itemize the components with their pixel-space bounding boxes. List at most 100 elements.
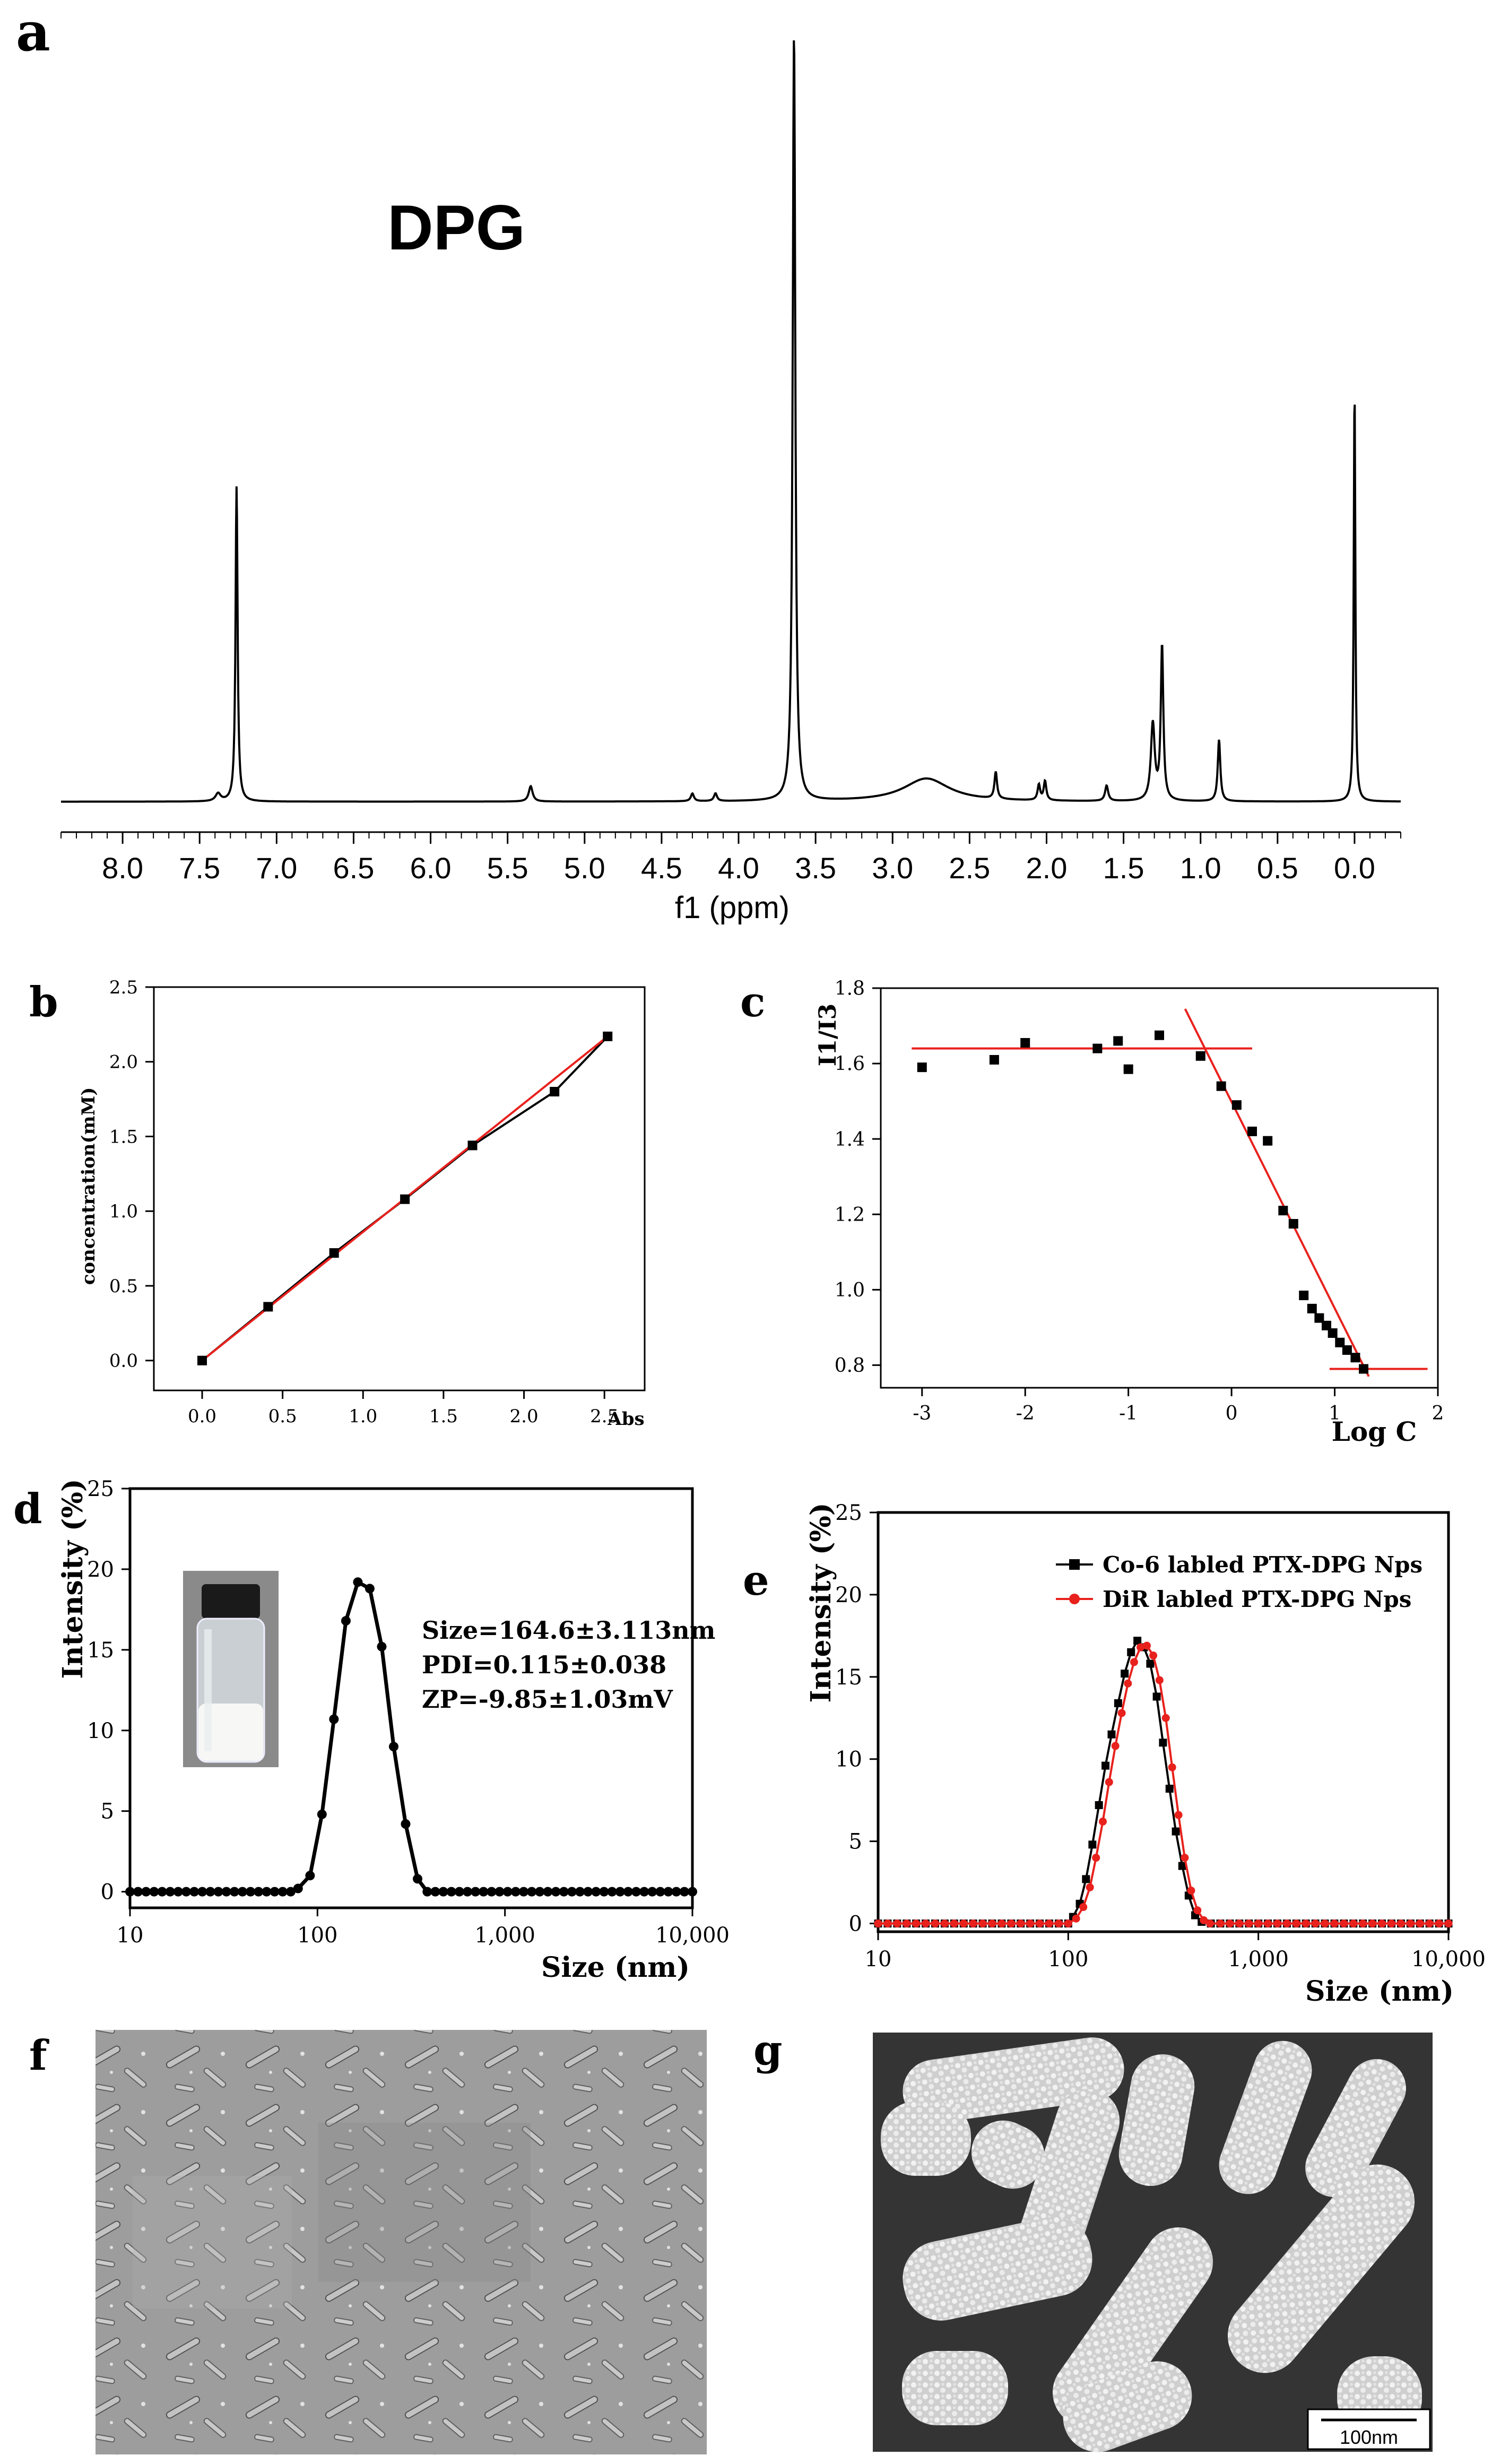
chart-c-data-point — [1247, 1126, 1257, 1136]
chart-e-y-tick-label: 25 — [835, 1501, 862, 1525]
chart-a-tick-label: 6.5 — [333, 851, 375, 885]
chart-e-data-point-2 — [903, 1920, 911, 1928]
chart-a-spectrum-line — [61, 40, 1401, 803]
chart-d-data-point — [141, 1887, 151, 1897]
chart-e-data-point-2 — [1245, 1920, 1253, 1928]
chart-a-nmr-spectrum: DPG 8.0 7.5 7.0 6.5 6.0 5.5 5.0 4.5 4.0 3.5 3.0 2.5 2… — [60, 40, 1401, 925]
chart-d-data-point — [317, 1809, 327, 1819]
chart-c-data-point — [1350, 1353, 1360, 1363]
vial-photo-inset — [183, 1571, 279, 1767]
chart-d-data-point — [479, 1887, 489, 1897]
chart-d-data-point — [591, 1887, 601, 1897]
chart-e-data-point-1 — [1095, 1801, 1103, 1809]
chart-d-data-point — [173, 1887, 183, 1897]
chart-b-y-tick-label: 0.5 — [109, 1276, 138, 1297]
chart-a-tick-label: 5.0 — [564, 851, 605, 885]
chart-e-data-point-2 — [950, 1920, 958, 1928]
chart-d-data-point — [341, 1616, 351, 1626]
chart-d-data-point — [388, 1742, 398, 1752]
chart-e-data-point-2 — [1216, 1920, 1225, 1928]
chart-a-title: DPG — [387, 192, 525, 263]
chart-e-data-point-2 — [1079, 1903, 1088, 1912]
chart-c-data-point — [1020, 1038, 1030, 1048]
chart-e-data-point-2 — [1206, 1920, 1215, 1928]
chart-e-y-tick-label: 0 — [849, 1912, 862, 1936]
chart-b-y-tick-label: 1.0 — [109, 1201, 138, 1222]
chart-d-data-point — [262, 1887, 272, 1897]
scale-bar-box — [1307, 2408, 1431, 2450]
chart-c-x-tick-label: 1 — [1329, 1403, 1341, 1424]
chart-d-y-tick-label: 25 — [87, 1477, 114, 1501]
chart-d-x-tick-label: 1,000 — [474, 1923, 535, 1948]
chart-c-data-point — [1328, 1328, 1338, 1338]
chart-c-data-point — [1299, 1290, 1309, 1300]
chart-d-data-point — [487, 1887, 497, 1897]
chart-e-data-point-2 — [1235, 1920, 1244, 1928]
chart-d-data-point — [401, 1819, 411, 1829]
chart-d-data-point — [205, 1887, 215, 1897]
chart-e-data-point-1 — [1107, 1730, 1116, 1739]
chart-a-tick-label: 2.5 — [949, 851, 990, 885]
chart-e-data-point-2 — [1387, 1920, 1395, 1928]
chart-d-data-point — [510, 1887, 521, 1897]
chart-c-data-point — [1288, 1218, 1298, 1229]
chart-e-data-point-2 — [1161, 1714, 1170, 1722]
chart-d-data-point — [551, 1887, 561, 1897]
chart-e-data-point-2 — [1142, 1641, 1151, 1650]
chart-c-data-point — [1314, 1313, 1324, 1323]
chart-d-data-point — [221, 1887, 231, 1897]
chart-e-data-point-2 — [1124, 1679, 1132, 1688]
chart-d-data-point — [197, 1887, 207, 1897]
chart-e-data-point-2 — [1359, 1920, 1367, 1928]
chart-e-legend-label: Co-6 labled PTX-DPG Nps — [1103, 1552, 1422, 1578]
chart-e-data-point-2 — [1321, 1920, 1329, 1928]
chart-e-data-point-2 — [874, 1920, 882, 1928]
tem-image: 100nm — [873, 2033, 1433, 2452]
chart-e-data-point-2 — [883, 1920, 892, 1928]
chart-c-y-tick-label: 1.4 — [835, 1129, 865, 1151]
chart-e-x-tick-label: 10,000 — [1411, 1947, 1486, 1972]
chart-c-data-point — [1155, 1030, 1164, 1040]
chart-a-tick-label: 1.0 — [1180, 851, 1221, 885]
chart-d-data-point — [133, 1887, 143, 1897]
chart-e-data-point-2 — [1105, 1778, 1113, 1786]
chart-d-data-point — [607, 1887, 617, 1897]
chart-e-data-point-2 — [893, 1920, 901, 1928]
chart-c-data-point — [1216, 1081, 1226, 1091]
chart-c-y-tick-label: 1.6 — [835, 1053, 865, 1075]
chart-b-y-tick-label: 1.5 — [109, 1126, 138, 1147]
chart-d-data-point — [377, 1641, 387, 1652]
chart-c-data-point — [1113, 1036, 1123, 1046]
chart-d-annotation: Size=164.6±3.113nm — [422, 1616, 715, 1645]
chart-d-data-point — [157, 1887, 167, 1897]
chart-e-data-point-2 — [1264, 1920, 1272, 1928]
chart-b-x-tick-label: 0.5 — [268, 1406, 297, 1427]
chart-d-data-point — [615, 1887, 625, 1897]
chart-e-legend-label: DiR labled PTX-DPG Nps — [1103, 1586, 1411, 1612]
chart-b-y-tick-label: 0.0 — [109, 1351, 138, 1372]
chart-e-data-point-1 — [1088, 1840, 1097, 1849]
chart-e-data-point-1 — [1082, 1875, 1090, 1883]
chart-d-y-tick-label: 5 — [101, 1800, 114, 1824]
chart-e-data-point-2 — [1273, 1920, 1281, 1928]
chart-e-data-point-2 — [1137, 1643, 1145, 1652]
panel-label-c: c — [740, 978, 766, 1026]
chart-c-data-point — [1307, 1303, 1317, 1313]
chart-d-data-point — [543, 1887, 553, 1897]
chart-d-data-point — [422, 1887, 432, 1897]
chart-d-data-point — [495, 1887, 505, 1897]
chart-e-data-point-1 — [1146, 1659, 1155, 1668]
chart-e-data-point-2 — [912, 1920, 921, 1928]
chart-e-data-point-1 — [1165, 1784, 1174, 1793]
chart-d-frame — [128, 1487, 694, 1909]
chart-a-tick-label: 1.5 — [1103, 851, 1144, 885]
chart-d-data-point — [463, 1887, 472, 1897]
chart-e-data-point-2 — [1425, 1920, 1434, 1928]
chart-a-tick-label: 4.5 — [641, 851, 682, 885]
chart-d-data-point — [189, 1887, 199, 1897]
chart-e-data-point-1 — [1101, 1761, 1110, 1770]
chart-e-data-point-1 — [1172, 1827, 1180, 1836]
chart-d-data-point — [671, 1887, 681, 1897]
chart-b-data-point — [329, 1248, 339, 1258]
